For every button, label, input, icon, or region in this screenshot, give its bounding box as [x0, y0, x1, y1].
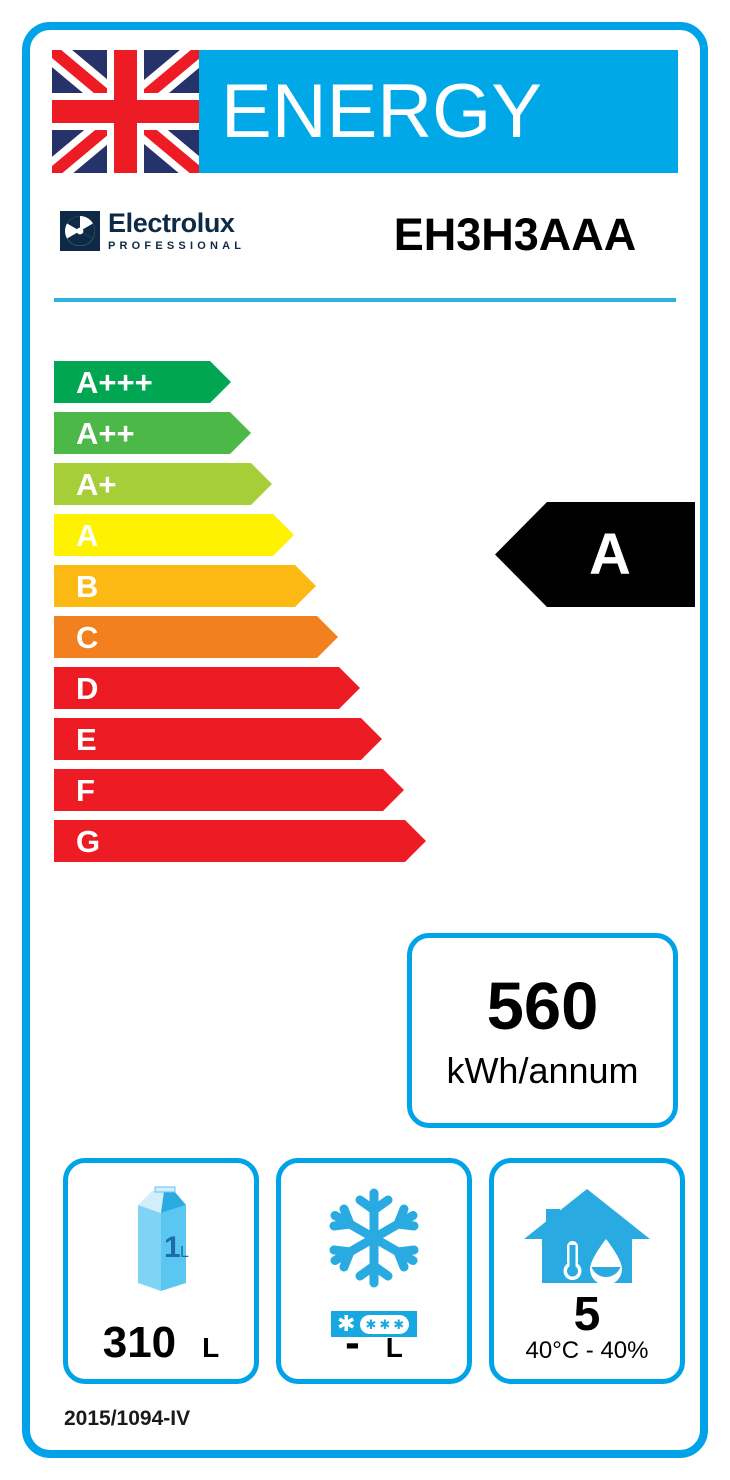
energy-class-label: D	[76, 670, 99, 706]
energy-class-bar-e: E	[54, 718, 484, 760]
energy-class-bar-f: F	[54, 769, 484, 811]
energy-class-label: A+++	[76, 364, 153, 400]
energy-class-label: G	[76, 823, 101, 859]
energy-class-scale: A+++ A++ A+ A B C D E F G	[54, 361, 484, 871]
fridge-volume-value: 310	[102, 1318, 177, 1367]
climate-class-value: 5	[573, 1288, 601, 1341]
energy-class-label: E	[76, 721, 97, 757]
bar-shape: A+++	[54, 361, 231, 403]
energy-class-bar-c: C	[54, 616, 484, 658]
selected-class-letter: A	[589, 521, 631, 587]
header-divider	[54, 298, 676, 302]
climate-class-range: 40°C - 40%	[525, 1337, 649, 1364]
bar-shape: A++	[54, 412, 251, 454]
freezer-volume-unit: L	[385, 1332, 403, 1363]
house-climate-icon	[494, 1173, 680, 1303]
bar-shape: F	[54, 769, 404, 811]
energy-title-bar: ENERGY	[199, 50, 678, 173]
energy-consumption-box: 560 kWh/annum	[407, 933, 678, 1128]
energy-class-bar-aplusplusplus: A+++	[54, 361, 484, 403]
energy-label-frame: ENERGY Electrolux PROFESSIONAL EH3H3AAA …	[22, 22, 708, 1458]
bar-shape: E	[54, 718, 382, 760]
energy-consumption-unit: kWh/annum	[446, 1049, 639, 1091]
fridge-volume-box: 1 L 310 L	[63, 1158, 259, 1384]
energy-class-bar-g: G	[54, 820, 484, 862]
thermometer-icon	[563, 1241, 582, 1280]
electrolux-logo-icon: Electrolux PROFESSIONAL	[60, 210, 245, 252]
brand-row: Electrolux PROFESSIONAL EH3H3AAA	[52, 198, 678, 286]
label-header: ENERGY	[52, 50, 678, 173]
fridge-volume-value-area: 310 L	[68, 1321, 254, 1365]
bar-shape: C	[54, 616, 338, 658]
fridge-volume-unit: L	[202, 1332, 220, 1363]
freezer-volume-value: -	[345, 1318, 360, 1367]
energy-class-bar-d: D	[54, 667, 484, 709]
brand-subtitle: PROFESSIONAL	[108, 240, 246, 252]
model-name: EH3H3AAA	[393, 209, 637, 260]
energy-class-bar-aplus: A+	[54, 463, 484, 505]
energy-class-label: A++	[76, 415, 135, 451]
brand-name: Electrolux	[108, 208, 235, 238]
energy-class-bar-aplusplus: A++	[54, 412, 484, 454]
electrolux-mark-icon	[60, 211, 100, 251]
uk-flag-icon	[52, 50, 199, 173]
energy-class-label: C	[76, 619, 99, 655]
freezer-volume-value-area: - L	[281, 1321, 467, 1365]
bar-shape: G	[54, 820, 426, 862]
bar-shape: B	[54, 565, 316, 607]
page-title: ENERGY	[221, 68, 542, 154]
energy-class-bar-b: B	[54, 565, 484, 607]
energy-class-label: A	[76, 517, 99, 553]
freezer-volume-box: ✱ ✱ ✱ ✱ - L	[276, 1158, 472, 1384]
water-drop-icon	[590, 1239, 622, 1285]
snowflake-icon	[281, 1173, 467, 1303]
energy-class-label: F	[76, 772, 95, 808]
bar-shape: A	[54, 514, 294, 556]
energy-class-bar-a: A	[54, 514, 484, 556]
energy-class-label: A+	[76, 466, 117, 502]
frozen-star-rating-icon: ✱ ✱ ✱ ✱	[331, 1311, 417, 1337]
energy-class-label: B	[76, 568, 99, 604]
climate-class-box: 5 40°C - 40%	[489, 1158, 685, 1384]
info-boxes-row: 1 L 310 L	[63, 1158, 685, 1384]
svg-text:1: 1	[164, 1231, 181, 1264]
svg-text:L: L	[180, 1244, 189, 1261]
milk-carton-icon: 1 L	[68, 1173, 254, 1303]
energy-consumption-value: 560	[486, 968, 599, 1044]
bar-shape: A+	[54, 463, 272, 505]
regulation-reference: 2015/1094-IV	[64, 1407, 191, 1430]
selected-energy-class-badge: A	[495, 502, 695, 607]
bar-shape: D	[54, 667, 360, 709]
